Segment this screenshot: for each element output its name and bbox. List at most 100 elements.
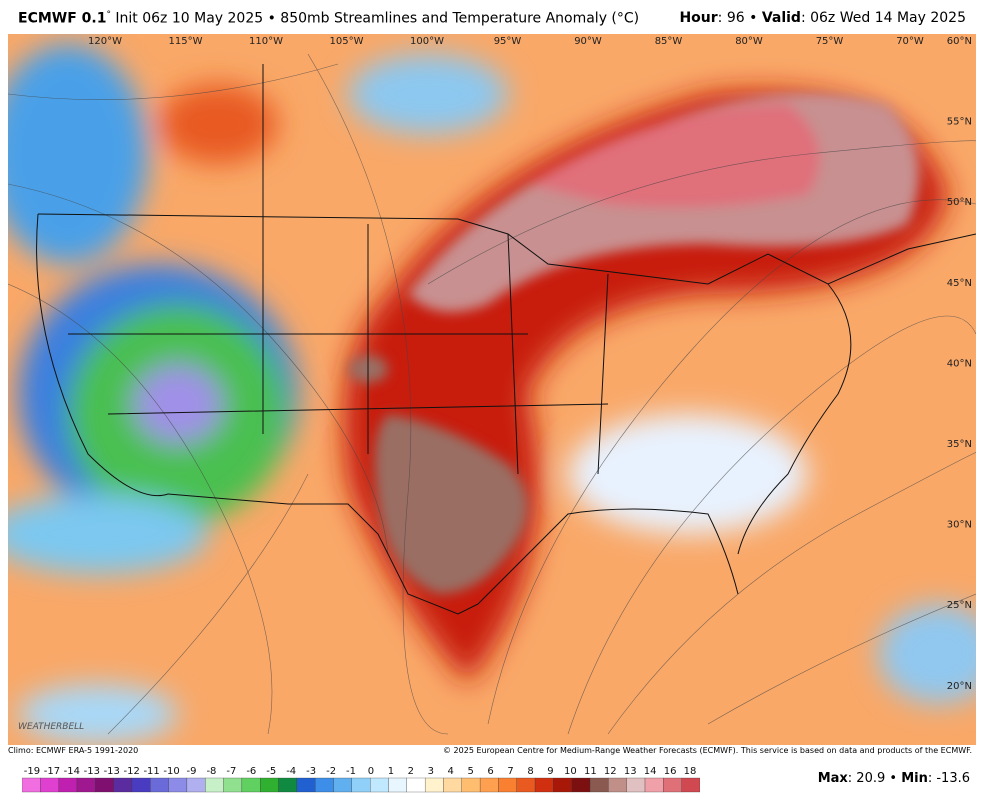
longitude-label: 100°W (410, 36, 444, 47)
borders (36, 64, 976, 615)
colorbar-swatch (498, 777, 517, 793)
colorbar-label: -8 (206, 766, 216, 777)
colorbar-label: 10 (564, 766, 577, 777)
colorbar-label: 7 (507, 766, 513, 777)
colorbar-swatch (205, 777, 224, 793)
copyright: © 2025 European Centre for Medium-Range … (443, 746, 972, 755)
colorbar-label: -7 (226, 766, 236, 777)
colorbar-swatch (479, 777, 499, 793)
model: ECMWF 0.1 (18, 10, 107, 27)
latitude-label: 55°N (947, 117, 972, 128)
colorbar-label: -13 (104, 766, 120, 777)
colorbar-swatch (22, 777, 41, 793)
colorbar-swatch (95, 777, 114, 793)
watermark: WEATHERBELL (18, 722, 84, 732)
latitude-label: 30°N (947, 520, 972, 531)
colorbar-label: -19 (24, 766, 40, 777)
colorbar-label: 16 (664, 766, 677, 777)
colorbar-swatch (406, 777, 426, 793)
latitude-label: 50°N (947, 197, 972, 208)
hour-label: Hour (679, 10, 718, 26)
colorbar-swatch (260, 777, 279, 793)
colorbar-label: -17 (44, 766, 60, 777)
hour-value: : 96 • (717, 10, 762, 26)
header: ECMWF 0.1° Init 06z 10 May 2025 • 850mb … (0, 0, 984, 34)
labels: 120°W 115°W 110°W 105°W 100°W 95°W 90°W 85°W 80°… (88, 36, 972, 692)
title: ECMWF 0.1° Init 06z 10 May 2025 • 850mb … (18, 10, 639, 27)
colorbar-swatch (186, 777, 206, 793)
longitude-label: 105°W (330, 36, 364, 47)
latitude-label: 35°N (947, 439, 972, 450)
colorbar-swatch (516, 777, 536, 793)
colorbar-swatch (388, 777, 407, 793)
colorbar-swatch (553, 777, 572, 793)
colorbar-swatch (443, 777, 462, 793)
colorbar-label: -13 (84, 766, 100, 777)
colorbar-swatch (571, 777, 591, 793)
colorbar-swatch (168, 777, 188, 793)
latitude-label: 25°N (947, 600, 972, 611)
latitude-label: 45°N (947, 278, 972, 289)
latitude-label: 20°N (947, 681, 972, 692)
longitude-label: 90°W (574, 36, 602, 47)
colorbar-swatch (223, 777, 243, 793)
colorbar-label: -12 (124, 766, 140, 777)
colorbar-label: -4 (286, 766, 296, 777)
colorbar-label: -11 (143, 766, 159, 777)
colorbar-swatch (351, 777, 371, 793)
max-min: Max: 20.9 • Min: -13.6 (818, 771, 970, 786)
longitude-label: 110°W (249, 36, 283, 47)
climo: Climo: ECMWF ERA-5 1991-2020 (8, 746, 139, 755)
longitude-label: 85°W (655, 36, 683, 47)
colorbar-swatch (608, 777, 627, 793)
colorbar-label: -2 (326, 766, 336, 777)
colorbar-label: 5 (467, 766, 473, 777)
colorbar-label: -14 (64, 766, 80, 777)
colorbar-swatch (681, 777, 700, 793)
colorbar-label: -5 (266, 766, 276, 777)
colorbar-swatch (663, 777, 682, 793)
valid-value: : 06z Wed 14 May 2025 (800, 10, 966, 26)
degree: ° (106, 10, 111, 20)
max-value: : 20.9 • (847, 771, 902, 786)
colorbar-swatch (461, 777, 481, 793)
colorbar-label: 12 (604, 766, 617, 777)
colorbar-swatch (333, 777, 352, 793)
colorbar-label: -1 (346, 766, 356, 777)
colorbar-label: 14 (644, 766, 657, 777)
colorbar-swatch (241, 777, 261, 793)
valid-label: Valid (761, 10, 801, 26)
valid-info: Hour: 96 • Valid: 06z Wed 14 May 2025 (679, 10, 966, 26)
colorbar-label: 18 (684, 766, 697, 777)
colorbar-label: -10 (163, 766, 179, 777)
colorbar-label: -3 (306, 766, 316, 777)
colorbar-label: 9 (547, 766, 553, 777)
colorbar-swatch (76, 777, 96, 793)
longitude-label: 70°W (896, 36, 924, 47)
colorbar-swatch (589, 777, 609, 793)
longitude-label: 95°W (494, 36, 522, 47)
colorbar-swatch (296, 777, 316, 793)
colorbar-swatch (626, 777, 646, 793)
colorbar-label: 0 (368, 766, 374, 777)
colorbar-swatch (113, 777, 133, 793)
colorbar-label: 11 (584, 766, 597, 777)
colorbar-label: -9 (187, 766, 197, 777)
longitude-label: 115°W (169, 36, 203, 47)
colorbar-swatch (58, 777, 78, 793)
colorbar-label: 2 (408, 766, 414, 777)
colorbar-swatch (644, 777, 664, 793)
colorbar-swatch (40, 777, 59, 793)
colorbar-swatch (370, 777, 389, 793)
colorbar-swatch (534, 777, 554, 793)
latitude-label: 40°N (947, 358, 972, 369)
colorbar-label: 8 (527, 766, 533, 777)
colorbar-swatch (278, 777, 298, 793)
longitude-label: 75°W (816, 36, 844, 47)
latitude-label: 60°N (947, 36, 972, 47)
colorbar-swatch (315, 777, 334, 793)
colorbar-swatch (424, 777, 444, 793)
colorbar: -19 -17 -14 -13 -13 -12 -11 -10 -9 -8 -7 -6 -5 -4 -3 -2… (22, 766, 700, 793)
longitude-label: 80°W (735, 36, 763, 47)
